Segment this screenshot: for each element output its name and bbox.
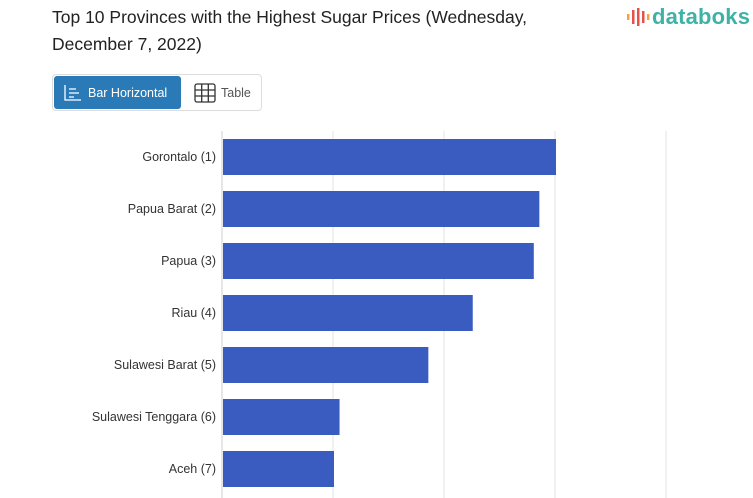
bar[interactable] bbox=[223, 191, 540, 227]
tab-label: Table bbox=[221, 85, 251, 100]
bar[interactable] bbox=[223, 451, 334, 487]
bar[interactable] bbox=[223, 347, 429, 383]
logo-bars-icon bbox=[627, 8, 650, 26]
category-label: Papua (3) bbox=[161, 254, 216, 268]
bar[interactable] bbox=[223, 243, 534, 279]
category-label: Gorontalo (1) bbox=[142, 150, 216, 164]
logo-text: databoks bbox=[652, 4, 751, 29]
category-label: Aceh (7) bbox=[169, 462, 216, 476]
view-tabs: Bar Horizontal Table bbox=[52, 74, 262, 111]
tab-label: Bar Horizontal bbox=[88, 85, 168, 100]
bar[interactable] bbox=[223, 295, 473, 331]
category-label: Sulawesi Tenggara (6) bbox=[92, 410, 216, 424]
bar-chart-icon bbox=[64, 84, 81, 101]
table-icon bbox=[194, 82, 216, 103]
databoks-logo: databoks bbox=[626, 4, 750, 30]
category-label: Papua Barat (2) bbox=[128, 202, 216, 216]
chart-title: Top 10 Provinces with the Highest Sugar … bbox=[52, 7, 528, 54]
category-label: Riau (4) bbox=[172, 306, 216, 320]
tab-table[interactable]: Table bbox=[182, 75, 251, 110]
bar[interactable] bbox=[223, 139, 556, 175]
tab-bar-horizontal[interactable]: Bar Horizontal bbox=[54, 76, 181, 109]
bar[interactable] bbox=[223, 399, 340, 435]
category-label: Sulawesi Barat (5) bbox=[114, 358, 216, 372]
